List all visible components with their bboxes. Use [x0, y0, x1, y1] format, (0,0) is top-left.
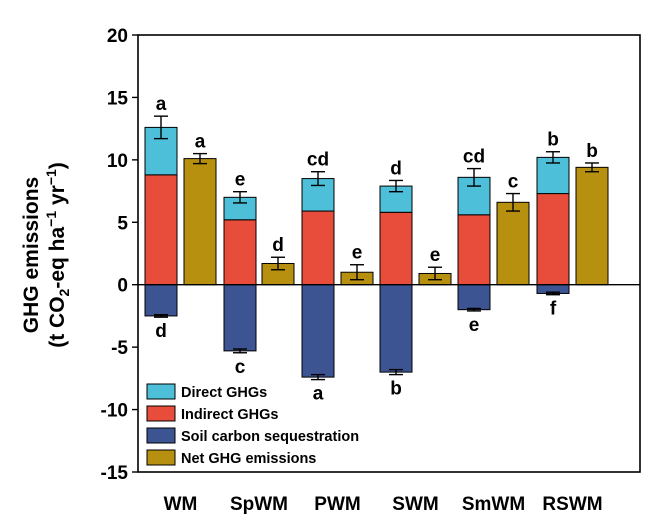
- y-tick-label: 15: [107, 88, 129, 109]
- legend-swatch-soil: [146, 427, 176, 444]
- y-tick-label: 20: [107, 26, 128, 47]
- y-tick-label: 0: [117, 276, 128, 297]
- bar-indirect-pwm: [301, 210, 335, 286]
- y-tick-label: -5: [111, 338, 128, 359]
- sig-stack-pwm: cd: [307, 150, 329, 171]
- x-category-label: SWM: [392, 494, 438, 515]
- y-tick-label: 5: [117, 213, 128, 234]
- sig-stack-wm: a: [156, 94, 167, 115]
- legend-swatch-direct: [146, 383, 176, 400]
- bar-net-wm: [183, 158, 217, 286]
- sig-soil-rswm: f: [550, 299, 557, 320]
- x-category-label: RSWM: [542, 494, 602, 515]
- bar-soil-swm: [379, 284, 413, 373]
- bar-indirect-spwm: [223, 219, 257, 286]
- x-category-label: PWM: [314, 494, 360, 515]
- legend-swatch-indirect: [146, 405, 176, 422]
- legend-swatch-net: [146, 449, 176, 466]
- bar-soil-spwm: [223, 284, 257, 352]
- y-tick-label: 10: [107, 151, 128, 172]
- sig-net-swm: e: [430, 245, 441, 266]
- y-axis-title-line1: GHG emissions: [20, 177, 43, 333]
- bar-soil-pwm: [301, 284, 335, 378]
- y-axis-title-line2: (t CO2-eq ha−1 yr−1): [43, 162, 72, 348]
- bar-indirect-wm: [144, 174, 178, 286]
- sig-soil-swm: b: [390, 379, 402, 400]
- error-bars-layer: [154, 115, 599, 381]
- bar-net-smwm: [496, 201, 530, 286]
- sig-net-wm: a: [195, 132, 206, 153]
- x-category-label: SmWM: [462, 494, 525, 515]
- bar-indirect-smwm: [457, 214, 491, 286]
- ylabel-part-4: ): [46, 162, 69, 169]
- plot-frame: [137, 34, 641, 473]
- sig-net-pwm: e: [352, 243, 363, 264]
- sig-soil-pwm: a: [313, 384, 324, 405]
- sig-net-smwm: c: [508, 172, 519, 193]
- bar-net-rswm: [575, 166, 609, 286]
- x-axis-categories: WM SpWM PWM SWM SmWM RSWM: [164, 494, 603, 515]
- ylabel-subscript: 2: [56, 288, 72, 296]
- sig-net-spwm: d: [272, 235, 284, 256]
- bars-layer: [144, 126, 609, 378]
- bar-indirect-rswm: [536, 193, 570, 286]
- ylabel-superscript-2: −1: [43, 169, 59, 185]
- ylabel-superscript-1: −1: [43, 211, 59, 227]
- bar-soil-smwm: [457, 284, 491, 311]
- sig-soil-wm: d: [155, 321, 167, 342]
- x-category-label: WM: [164, 494, 198, 515]
- ylabel-part-3: yr: [46, 185, 69, 211]
- sig-soil-spwm: c: [235, 357, 246, 378]
- bar-indirect-swm: [379, 211, 413, 286]
- ylabel-part-1: (t CO: [46, 296, 69, 347]
- x-category-label: SpWM: [230, 494, 288, 515]
- legend-label-soil: Soil carbon sequestration: [181, 429, 359, 445]
- bar-soil-wm: [144, 284, 178, 317]
- legend: Direct GHGs Indirect GHGs Soil carbon se…: [146, 383, 359, 467]
- sig-net-rswm: b: [586, 141, 598, 162]
- sig-soil-smwm: e: [469, 315, 480, 336]
- y-tick-label: -10: [101, 401, 128, 422]
- sig-stack-swm: d: [390, 158, 402, 179]
- sig-stack-smwm: cd: [463, 147, 485, 168]
- ylabel-part-2: -eq ha: [46, 227, 69, 289]
- legend-label-indirect: Indirect GHGs: [181, 407, 279, 423]
- y-axis-title: GHG emissions (t CO2-eq ha−1 yr−1): [20, 162, 72, 348]
- legend-label-direct: Direct GHGs: [181, 385, 267, 401]
- legend-label-net: Net GHG emissions: [181, 451, 316, 467]
- y-axis: 20 15 10 5 0 -5 -10 -15: [101, 26, 138, 484]
- sig-stack-rswm: b: [547, 130, 559, 151]
- y-tick-label: -15: [101, 463, 129, 484]
- sig-stack-spwm: e: [235, 170, 246, 191]
